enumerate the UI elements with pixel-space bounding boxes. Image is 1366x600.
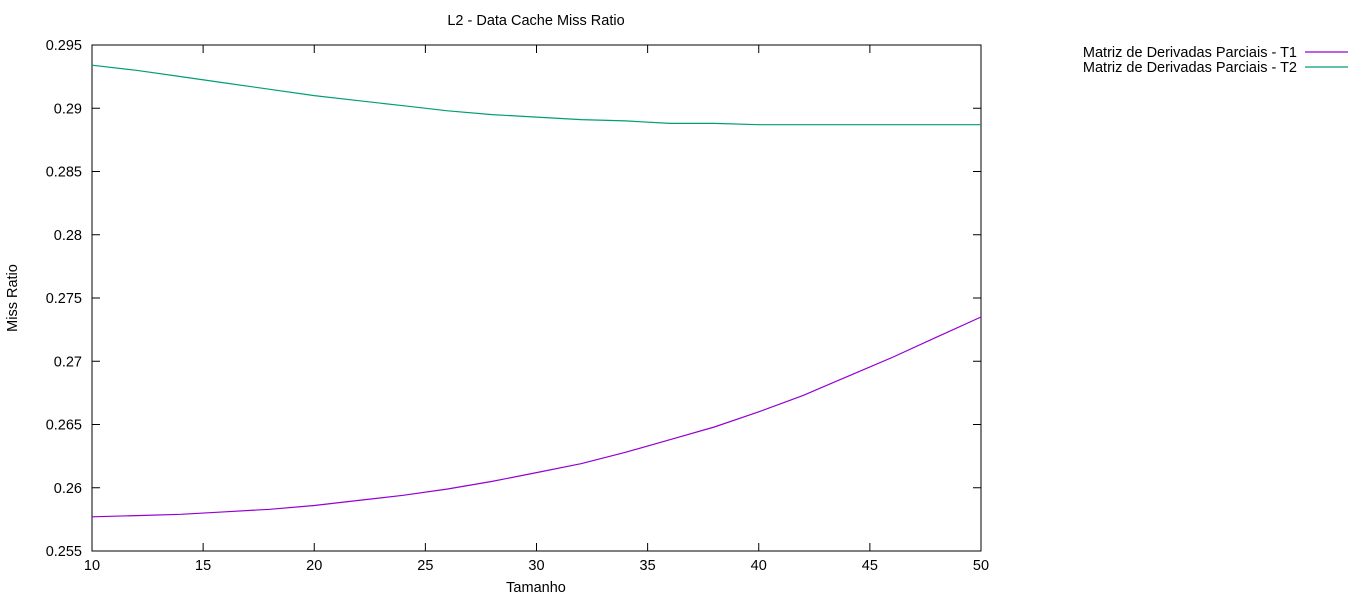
- legend-label-2: Matriz de Derivadas Parciais - T2: [1083, 60, 1297, 76]
- series-lines: [91, 64, 982, 518]
- x-tick-label: 45: [862, 558, 878, 574]
- series-line-1: [91, 316, 982, 518]
- x-tick-label: 25: [417, 558, 433, 574]
- plot-frame: [91, 44, 982, 552]
- x-tick-label: 20: [306, 558, 322, 574]
- y-tick-label: 0.26: [54, 481, 82, 497]
- x-axis-label: Tamanho: [506, 580, 566, 596]
- chart-title: L2 - Data Cache Miss Ratio: [447, 13, 624, 29]
- y-tick-label: 0.255: [46, 544, 82, 560]
- series-line-2: [91, 64, 981, 126]
- x-tick-label: 15: [195, 558, 211, 574]
- legend-label-1: Matriz de Derivadas Parciais - T1: [1083, 45, 1297, 61]
- x-tick-label: 30: [528, 558, 544, 574]
- y-tick-label: 0.265: [46, 418, 82, 434]
- y-tick-label: 0.29: [54, 101, 82, 117]
- y-tick-label: 0.27: [54, 354, 82, 370]
- legend: Matriz de Derivadas Parciais - T1Matriz …: [1083, 45, 1348, 76]
- y-tick-label: 0.285: [46, 165, 82, 181]
- axis-ticks: 10 15 20 25 30 35 40 45 50 0.255 0.26 0.265 0.27 0.27…: [46, 38, 989, 574]
- y-axis-label: Miss Ratio: [5, 264, 21, 332]
- y-tick-label: 0.275: [46, 291, 82, 307]
- y-tick-label: 0.295: [46, 38, 82, 54]
- x-tick-label: 40: [751, 558, 767, 574]
- x-tick-label: 10: [84, 558, 100, 574]
- x-tick-label: 35: [640, 558, 656, 574]
- x-tick-label: 50: [973, 558, 989, 574]
- y-tick-label: 0.28: [54, 228, 82, 244]
